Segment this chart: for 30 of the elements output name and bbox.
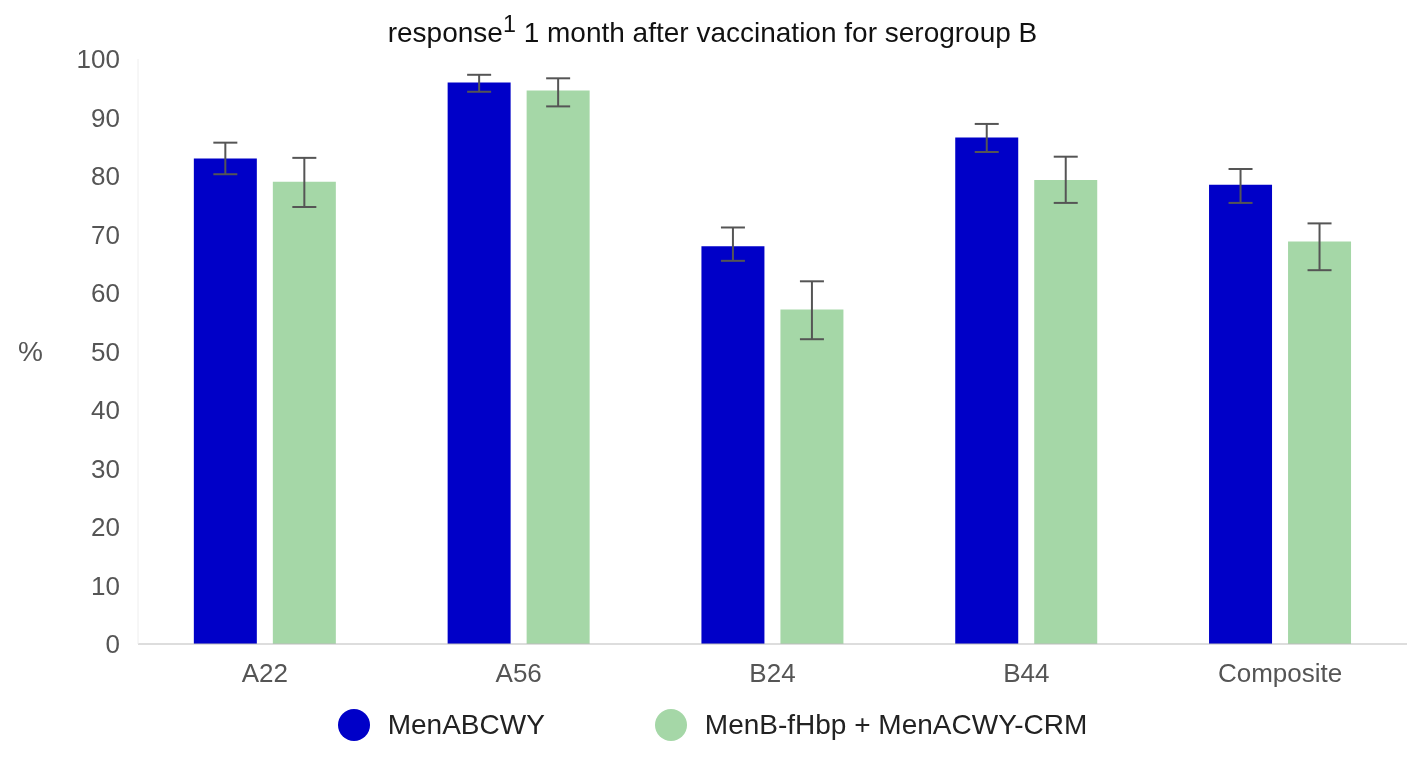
y-tick-label: 20	[91, 512, 120, 543]
y-tick-label: 90	[91, 103, 120, 134]
y-tick-label: 60	[91, 278, 120, 309]
x-tick-label: A56	[495, 658, 542, 689]
legend-label: MenB-fHbp + MenACWY-CRM	[704, 709, 1088, 742]
y-tick-label: 50	[91, 337, 120, 368]
x-tick-label: Composite	[1217, 658, 1343, 689]
y-tick-label: 0	[105, 629, 120, 660]
bar	[526, 90, 590, 645]
bar	[1288, 241, 1352, 645]
bar	[701, 246, 765, 645]
chart-title: response$^{1}$ 1 month after vaccination for serogroup B	[387, 11, 1038, 49]
y-tick-label: 70	[91, 220, 120, 251]
y-axis-title: %	[18, 336, 43, 368]
bar	[447, 82, 511, 645]
bar	[272, 182, 336, 645]
x-tick-label: B24	[749, 658, 796, 689]
y-tick-label: 40	[91, 395, 120, 426]
y-tick-label: 30	[91, 454, 120, 485]
bar	[780, 309, 844, 645]
y-tick-label: 100	[76, 44, 120, 75]
y-tick-label: 80	[91, 161, 120, 192]
x-tick-label: B44	[1003, 658, 1050, 689]
bar	[1034, 180, 1098, 645]
bar	[955, 137, 1019, 645]
bar	[1209, 185, 1273, 645]
y-tick-label: 10	[91, 571, 120, 602]
x-tick-label: A22	[241, 658, 289, 689]
bar	[193, 158, 257, 645]
legend-label: MenABCWY	[387, 709, 545, 742]
